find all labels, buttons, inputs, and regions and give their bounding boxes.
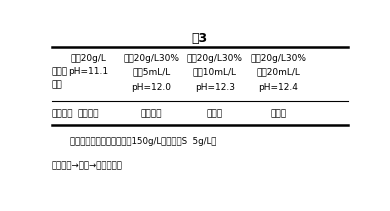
- Text: pH=11.1: pH=11.1: [68, 67, 108, 76]
- Text: 纯碱20g/L30%: 纯碱20g/L30%: [124, 54, 179, 63]
- Text: 纯碱20g/L30%: 纯碱20g/L30%: [187, 54, 243, 63]
- Text: 常规浸轧→烘干→汽蒸法染色: 常规浸轧→烘干→汽蒸法染色: [52, 161, 122, 170]
- Text: pH=12.0: pH=12.0: [131, 83, 172, 92]
- Text: pH=12.3: pH=12.3: [195, 83, 235, 92]
- Text: 烧碱10mL/L: 烧碱10mL/L: [193, 67, 237, 76]
- Text: 固色浴: 固色浴: [52, 67, 68, 76]
- Text: 烧碱20mL/L: 烧碱20mL/L: [257, 67, 300, 76]
- Text: 橙棕色: 橙棕色: [270, 109, 287, 118]
- Text: 黄棕色: 黄棕色: [207, 109, 223, 118]
- Text: 表3: 表3: [192, 32, 208, 45]
- Text: pH=12.4: pH=12.4: [259, 83, 298, 92]
- Text: 灰橄榄色: 灰橄榄色: [77, 109, 99, 118]
- Text: 纯碱20g/L30%: 纯碱20g/L30%: [250, 54, 307, 63]
- Text: 纯碱20g/L: 纯碱20g/L: [70, 54, 106, 63]
- Text: 烧碱5mL/L: 烧碱5mL/L: [132, 67, 171, 76]
- Text: 棕橄榄色: 棕橄榄色: [141, 109, 162, 118]
- Text: 色泽变化: 色泽变化: [52, 109, 73, 118]
- Text: 注：固色浴其它用料，食盐150g/L、防染盐S  5g/L，: 注：固色浴其它用料，食盐150g/L、防染盐S 5g/L，: [70, 137, 216, 146]
- Text: 碱度: 碱度: [52, 80, 62, 89]
